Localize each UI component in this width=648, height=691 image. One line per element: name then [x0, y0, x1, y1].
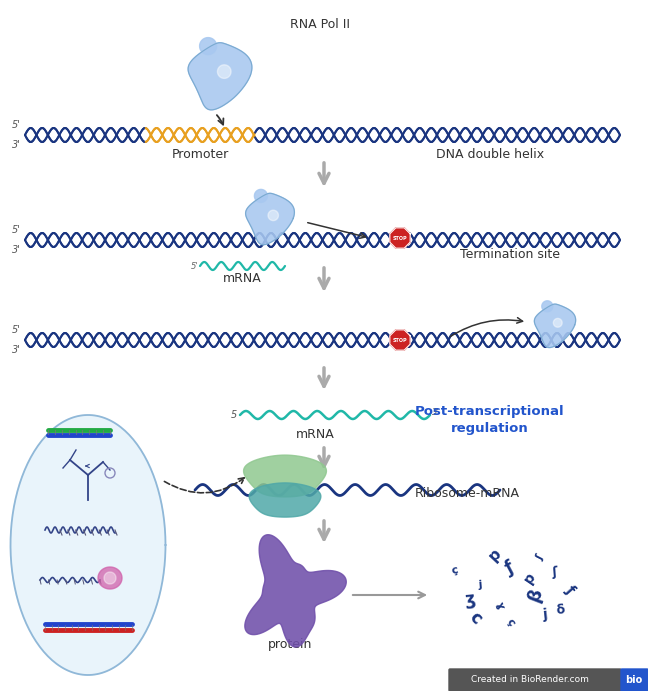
Text: protein: protein	[268, 638, 312, 651]
Text: 5': 5'	[191, 261, 198, 270]
Text: DNA double helix: DNA double helix	[436, 148, 544, 161]
Polygon shape	[255, 189, 268, 202]
Polygon shape	[268, 210, 279, 220]
Text: mRNA: mRNA	[295, 428, 334, 441]
Text: p: p	[486, 546, 504, 564]
Text: 5': 5'	[12, 225, 21, 235]
Text: 3': 3'	[12, 345, 21, 355]
Polygon shape	[244, 455, 327, 497]
Polygon shape	[535, 304, 575, 348]
Text: ʃ: ʃ	[552, 565, 558, 578]
Text: Termination site: Termination site	[460, 248, 560, 261]
Text: ʒ: ʒ	[464, 591, 476, 609]
Text: 3': 3'	[12, 140, 21, 150]
Polygon shape	[98, 567, 122, 589]
Text: ç: ç	[504, 616, 516, 627]
Text: ƒ: ƒ	[503, 558, 517, 578]
Text: δ: δ	[555, 603, 565, 617]
Text: 3': 3'	[432, 408, 439, 417]
Polygon shape	[390, 228, 410, 248]
Text: ʃ: ʃ	[535, 553, 546, 562]
Text: Created in BioRender.com: Created in BioRender.com	[471, 676, 589, 685]
Text: ɣ: ɣ	[494, 600, 506, 610]
Text: ç: ç	[451, 565, 459, 576]
Text: 5': 5'	[12, 120, 21, 130]
Text: STOP: STOP	[393, 236, 408, 240]
FancyBboxPatch shape	[449, 669, 621, 691]
Text: 5': 5'	[12, 325, 21, 335]
Polygon shape	[246, 193, 294, 245]
Text: Promoter: Promoter	[171, 148, 229, 161]
Text: STOP: STOP	[393, 337, 408, 343]
Polygon shape	[245, 535, 346, 647]
Text: mRNA: mRNA	[223, 272, 261, 285]
Text: bio: bio	[625, 675, 643, 685]
Text: c: c	[465, 608, 485, 628]
Polygon shape	[218, 65, 231, 78]
Text: 3': 3'	[12, 245, 21, 255]
Text: β: β	[524, 586, 546, 604]
Polygon shape	[104, 572, 116, 584]
Text: Post-transcriptional
regulation: Post-transcriptional regulation	[415, 405, 565, 435]
Polygon shape	[249, 483, 321, 517]
Text: RNA Pol II: RNA Pol II	[290, 18, 350, 31]
Text: j: j	[478, 580, 482, 590]
Polygon shape	[390, 330, 410, 350]
Polygon shape	[553, 319, 562, 328]
Polygon shape	[200, 37, 216, 55]
Text: Ribosome-mRNA: Ribosome-mRNA	[415, 487, 520, 500]
Text: p: p	[522, 570, 538, 586]
Polygon shape	[542, 301, 553, 312]
Polygon shape	[188, 43, 252, 110]
Text: ƒ: ƒ	[563, 583, 577, 597]
Polygon shape	[10, 415, 165, 675]
FancyBboxPatch shape	[621, 669, 648, 691]
Text: 5: 5	[231, 410, 237, 420]
Text: j: j	[542, 608, 548, 622]
